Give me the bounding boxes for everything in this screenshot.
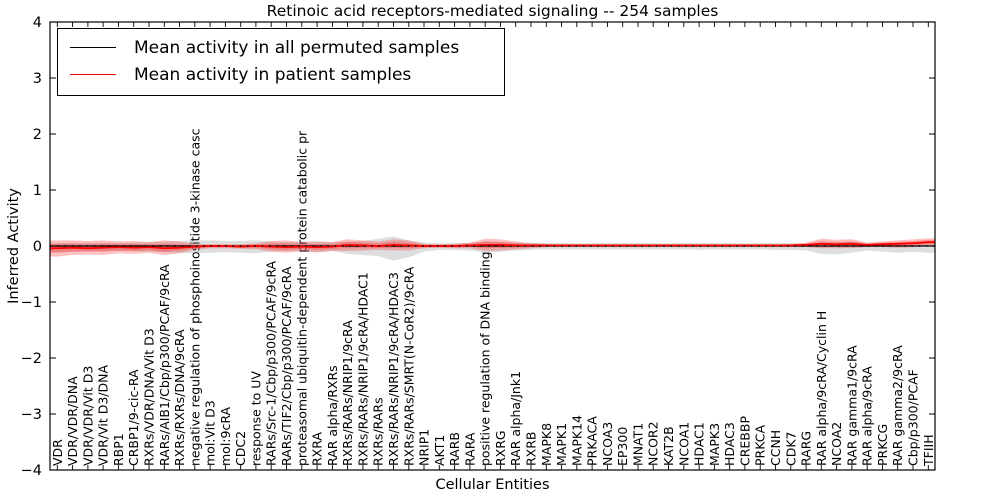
x-category-label: MAPK3 xyxy=(707,423,722,466)
x-category-label: VDR/VDR/DNA xyxy=(65,376,80,466)
x-category-label: TFIIH xyxy=(921,434,936,467)
y-tick-label: 1 xyxy=(33,183,42,199)
x-category-label: VDR/VDR/Vit D3 xyxy=(80,366,95,466)
x-category-labels: VDR VDR/VDR/DNA VDR/VDR/Vit D3 VDR/Vit D3/D… xyxy=(50,128,936,467)
x-axis-label: Cellular Entities xyxy=(435,477,550,493)
x-category-label: KAT2B xyxy=(661,426,676,466)
x-category-label: VDR/Vit D3/DNA xyxy=(96,365,111,466)
y-tick-label: −1 xyxy=(21,295,42,311)
y-tick-label: −2 xyxy=(21,351,42,367)
x-category-label: RXRs/RARs/NRIP1/9cRA/HDAC1 xyxy=(355,272,370,466)
x-category-label: NCOA3 xyxy=(600,422,615,466)
x-category-label: mol:Vit D3 xyxy=(203,400,218,466)
y-tick-label: 0 xyxy=(33,239,42,255)
x-category-label: response to UV xyxy=(248,371,263,466)
x-category-label: RAR alpha/9cRA xyxy=(860,366,875,466)
x-category-label: RXRs/RARs/SMRT(N-CoR2)/9cRA xyxy=(401,266,416,466)
x-category-label: RAR alpha/9cRA/Cyclin H xyxy=(814,311,829,466)
y-tick-label: −3 xyxy=(21,407,42,423)
x-category-label: EP300 xyxy=(615,427,630,466)
x-category-label: RARs/Src-1/Cbp/p300/PCAF/9cRA xyxy=(264,260,279,466)
legend-label-permuted: Mean activity in all permuted samples xyxy=(134,37,460,58)
x-category-label: MAPK14 xyxy=(569,415,584,466)
x-category-label: RXRs/RARs/NRIP1/9cRA xyxy=(340,320,355,466)
x-category-label: CCNH xyxy=(768,430,783,466)
x-category-label: NCOA2 xyxy=(829,422,844,466)
x-category-label: AKT1 xyxy=(432,435,447,466)
x-category-label: RAR gamma2/9cRA xyxy=(890,345,905,466)
x-category-label: NCOR2 xyxy=(646,421,661,466)
legend: Mean activity in all permuted samples Me… xyxy=(57,28,505,96)
y-axis-ticks xyxy=(50,21,935,471)
x-category-label: HDAC1 xyxy=(692,422,707,466)
x-category-label: mol:9cRA xyxy=(218,406,233,466)
x-category-label: RAR gamma1/9cRA xyxy=(844,345,859,466)
x-category-label: CDK7 xyxy=(783,431,798,466)
x-category-label: negative regulation of phosphoinositide … xyxy=(187,128,202,466)
y-tick-label: −4 xyxy=(21,463,42,479)
legend-line-permuted-icon xyxy=(70,47,116,48)
y-tick-label: 3 xyxy=(33,71,42,87)
y-axis-label: Inferred Activity xyxy=(6,188,22,304)
x-category-label: positive regulation of DNA binding xyxy=(478,251,493,466)
x-category-label: PRKACA xyxy=(585,416,600,466)
band-permuted xyxy=(50,236,935,261)
x-category-label: CDC2 xyxy=(233,431,248,466)
x-category-label: CREBBP xyxy=(737,416,752,466)
x-category-label: RAR alpha/RXRs xyxy=(325,365,340,466)
x-category-label: HDAC3 xyxy=(722,422,737,466)
x-category-label: RAR alpha/Jnk1 xyxy=(508,371,523,466)
y-tick-label: 2 xyxy=(33,127,42,143)
x-category-label: RXRs/RARs xyxy=(371,397,386,466)
x-category-label: RARA xyxy=(462,432,477,466)
x-category-label: NCOA1 xyxy=(676,422,691,466)
x-category-label: RARG xyxy=(799,431,814,466)
legend-item-permuted: Mean activity in all permuted samples xyxy=(70,34,490,61)
x-category-label: MNAT1 xyxy=(631,423,646,466)
x-category-label: proteasomal ubiquitin-dependent protein … xyxy=(294,130,309,466)
x-category-label: CRBP1/9-cic-RA xyxy=(126,369,141,466)
x-category-label: RARs/TIF2/Cbp/p300/PCAF/9cRA xyxy=(279,266,294,466)
x-category-label: Cbp/p300/PCAF xyxy=(906,369,921,466)
series-patient-line xyxy=(50,241,935,250)
band-patient xyxy=(50,238,935,257)
x-axis-ticks xyxy=(56,22,929,470)
y-tick-label: 4 xyxy=(33,15,42,31)
x-category-label: RXRs/RXRs/DNA/9cRA xyxy=(172,329,187,466)
x-category-label: RXRs/VDR/DNA/Vit D3 xyxy=(142,328,157,466)
x-category-label: VDR xyxy=(50,439,65,466)
legend-line-patient-icon xyxy=(70,74,116,75)
x-category-label: MAPK1 xyxy=(554,423,569,466)
chart-title: Retinoic acid receptors-mediated signali… xyxy=(266,2,719,20)
x-category-label: RXRG xyxy=(493,430,508,466)
x-category-label: RXRA xyxy=(310,432,325,466)
x-category-label: RARs/AIB1/Cbp/p300/PCAF/9cRA xyxy=(157,264,172,466)
x-category-label: RXRs/RARs/NRIP1/9cRA/HDAC3 xyxy=(386,272,401,466)
x-category-label: PRKCG xyxy=(875,424,890,466)
x-category-label: MAPK8 xyxy=(539,423,554,466)
x-category-label: PRKCA xyxy=(753,425,768,466)
x-category-label: RBP1 xyxy=(111,433,126,466)
legend-label-patient: Mean activity in patient samples xyxy=(134,64,412,85)
x-category-label: RARB xyxy=(447,432,462,466)
x-category-label: RXRB xyxy=(524,431,539,466)
legend-item-patient: Mean activity in patient samples xyxy=(70,61,490,88)
x-category-label: NRIP1 xyxy=(417,429,432,466)
